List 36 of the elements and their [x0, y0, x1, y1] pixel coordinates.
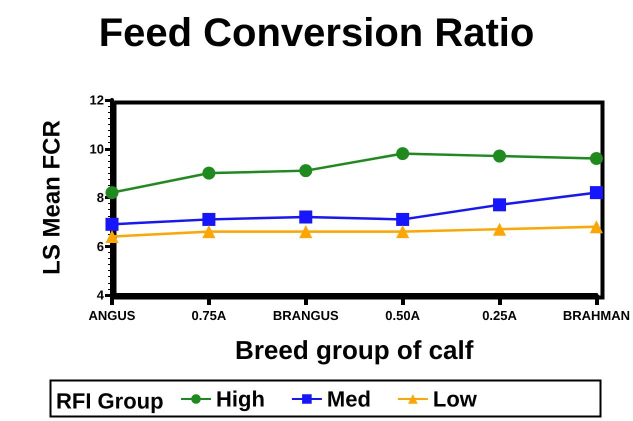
legend-label: Med	[326, 386, 371, 412]
x-tick-label: ANGUS	[88, 308, 136, 323]
x-tick-label: BRANGUS	[272, 308, 339, 323]
point	[202, 225, 216, 238]
x-tick-label: 0.50A	[385, 308, 421, 323]
point	[106, 186, 118, 200]
point	[106, 218, 118, 231]
point	[106, 230, 118, 243]
legend-title: RFI Group	[56, 388, 164, 414]
point	[396, 212, 410, 226]
point	[493, 150, 506, 163]
point	[493, 198, 506, 212]
y-tick-label: 4	[96, 288, 105, 302]
x-axis-title: Breed group of calf	[235, 335, 474, 365]
point	[493, 222, 506, 236]
y-tick-label: 6	[96, 238, 104, 254]
y-axis-title: LS Mean FCR	[38, 120, 66, 275]
y-tick-label: 12	[90, 92, 104, 108]
y-tick-label: 10	[90, 141, 104, 156]
x-tick-label: 0.75A	[192, 308, 227, 323]
point	[396, 147, 410, 160]
point	[299, 210, 312, 224]
y-tick-label: 8	[96, 190, 104, 205]
point	[590, 220, 603, 234]
legend-label: High	[216, 386, 265, 412]
chart-title: Feed Conversion Ratio	[98, 11, 534, 55]
point	[202, 166, 216, 180]
point	[202, 212, 216, 226]
point	[299, 225, 312, 238]
x-tick-label: 0.25A	[482, 308, 518, 323]
legend-label: Low	[432, 386, 478, 412]
point	[590, 152, 603, 165]
x-tick-label: BRAHMAN	[562, 308, 630, 323]
point	[299, 164, 312, 178]
point	[590, 186, 603, 200]
point	[396, 225, 410, 238]
